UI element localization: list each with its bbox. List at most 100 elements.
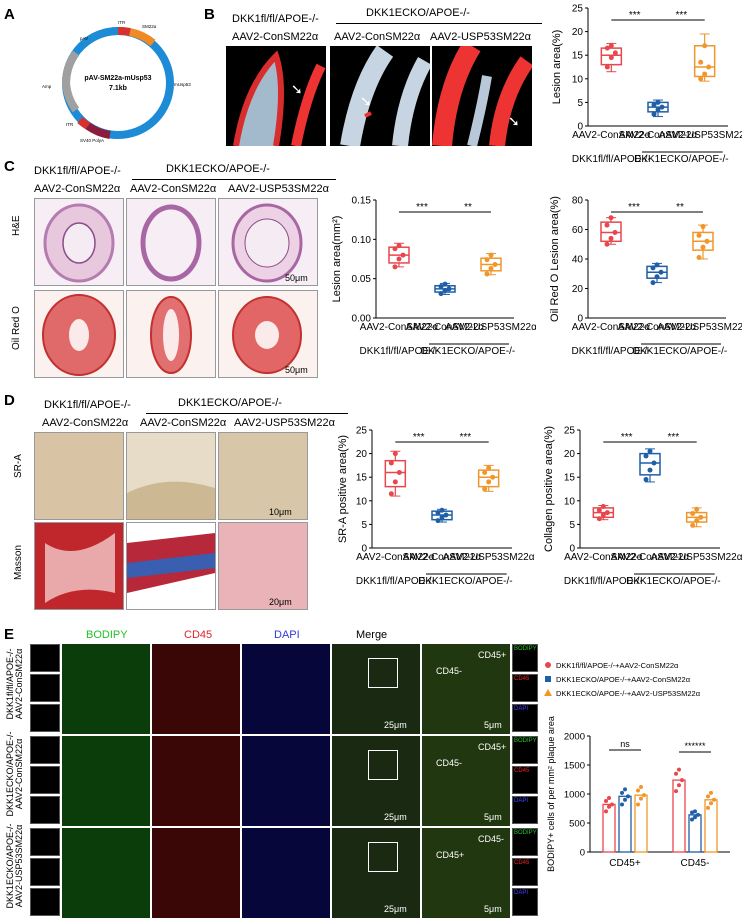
- legend-label: DKK1ECKO/APOE-/-+AAV2-ConSM22α: [556, 675, 691, 684]
- y-tick-label: 15: [564, 473, 576, 484]
- data-point: [484, 271, 490, 277]
- data-point: [651, 460, 657, 466]
- x-tick-label: AAV2-USP53SM22α: [443, 552, 535, 563]
- e-side-thumb-right: BODIPY: [512, 736, 538, 764]
- y-tick-label: 20: [356, 449, 368, 460]
- data-point: [636, 802, 640, 807]
- data-point: [438, 284, 444, 290]
- e-fluor-image: [242, 644, 330, 734]
- sig-label: ***: [629, 10, 641, 21]
- data-point: [612, 50, 618, 56]
- he-image-2: [126, 198, 216, 286]
- b-group2-line: [336, 23, 542, 24]
- chart-d-collagen: 0 5 10 15 20 25 Collagen positive area(%) AAV2-…: [543, 426, 742, 588]
- sig-label: ***: [675, 10, 687, 21]
- x-tick-label: AAV2-ConSM22α: [360, 322, 439, 333]
- c-row-he: H&E: [11, 215, 22, 236]
- data-point: [623, 797, 627, 802]
- y-tick-label: 20: [564, 449, 576, 460]
- sig-label: ***: [459, 432, 471, 443]
- data-point: [693, 809, 697, 814]
- data-point: [698, 59, 704, 65]
- y-tick-label: 1000: [564, 790, 585, 801]
- data-point: [388, 491, 394, 497]
- svg-text:➘: ➘: [291, 81, 303, 97]
- x-tick-label: AAV2-ConSM22α: [572, 322, 651, 333]
- x-tick-label: AAV2-ConSM22α: [564, 552, 643, 563]
- y-tick-label: 20: [572, 284, 584, 295]
- e-fluor-image: [62, 828, 150, 918]
- e-channel-merge: Merge: [356, 629, 388, 641]
- c-group1-line2: AAV2-ConSM22α: [34, 183, 121, 195]
- data-point: [435, 518, 441, 524]
- data-point: [490, 474, 496, 480]
- e-side-thumb-right: CD45: [512, 766, 538, 794]
- masson-image-1: [34, 522, 124, 610]
- data-point: [642, 793, 646, 798]
- e-side-thumb-left: [30, 644, 60, 672]
- group-label: DKK1ECKO/APOE-/-: [421, 346, 515, 357]
- bar: [704, 799, 718, 853]
- chart-d-sra: 0 5 10 15 20 25 SR-A positive area(%) AAV2-ConS…: [337, 426, 535, 588]
- data-point: [396, 243, 402, 249]
- e-zoom-image: CD45- CD45+ 5μm: [422, 644, 510, 734]
- y-tick-label: 1500: [564, 761, 585, 772]
- y-tick-label: 15: [572, 51, 584, 62]
- data-point: [712, 797, 716, 802]
- data-point: [608, 215, 614, 221]
- e-channel-bodipy: BODIPY: [86, 629, 128, 641]
- data-point: [392, 264, 398, 270]
- data-point: [482, 486, 488, 492]
- data-point: [596, 516, 602, 522]
- bar: [634, 794, 648, 853]
- x-tick-label: AAV2-ConSM22α: [618, 322, 697, 333]
- e-side-tag: BODIPY: [514, 646, 537, 652]
- e-zoom-tag: CD45-: [436, 666, 463, 676]
- c-row-oilredo: Oil Red O: [11, 306, 22, 350]
- e-row-label-1: DKK1fl/fl/APOE-/- AAV2-ConSM22α: [5, 648, 24, 720]
- e-zoom-tag: CD45+: [478, 742, 507, 752]
- y-axis-label: Collagen positive area(%): [543, 426, 555, 552]
- svg-text:➘: ➘: [360, 93, 372, 109]
- data-point: [693, 815, 697, 820]
- e-side-thumb-right: DAPI: [512, 704, 538, 732]
- chart-c-oilredo: 0 20 40 60 80 Oil Red O Lesion area(%) AAV2-Co…: [549, 196, 742, 358]
- e-side-tag: DAPI: [514, 706, 529, 712]
- data-point: [442, 281, 448, 287]
- y-tick-label: 20: [572, 27, 584, 38]
- panel-letter-b: B: [204, 6, 215, 23]
- d-sra-scale: 10μm: [269, 507, 292, 517]
- data-point: [658, 269, 664, 275]
- y-tick-label: 0: [580, 848, 585, 859]
- data-point: [392, 246, 398, 252]
- e-zoom-scale: 5μm: [484, 720, 502, 730]
- x-tick-label: AAV2-ConSM22α: [619, 130, 698, 141]
- data-point: [690, 810, 694, 815]
- data-point: [709, 790, 713, 795]
- data-point: [604, 64, 610, 70]
- y-tick-label: 0: [577, 122, 583, 133]
- e-channel-cd45: CD45: [184, 629, 213, 641]
- e-zoom-roi: [368, 842, 398, 872]
- e-fluor-image: 25μm: [332, 828, 420, 918]
- data-point: [696, 255, 702, 261]
- data-point: [650, 280, 656, 286]
- bar: [672, 779, 686, 853]
- c-he-scale: 50μm: [285, 273, 308, 283]
- d-group2-header: DKK1ECKO/APOE-/-: [178, 397, 282, 409]
- e-side-thumb-right: BODIPY: [512, 644, 538, 672]
- x-tick-label: AAV2-USP53SM22α: [657, 322, 742, 333]
- data-point: [608, 55, 614, 61]
- feature-pav: pAV: [80, 36, 88, 41]
- e-side-tag: DAPI: [514, 798, 529, 804]
- e-channel-dapi: DAPI: [274, 629, 300, 641]
- data-point: [604, 241, 610, 247]
- y-tick-label: 500: [569, 819, 585, 830]
- group-label: DKK1fl/fl/APOE-/-: [356, 576, 435, 587]
- y-tick-label: 0.15: [352, 196, 372, 207]
- plasmid-map: pAV-SM22a-mUsp53 7.1kb pAV ITR SM22a mUs…: [42, 20, 191, 143]
- data-point: [612, 229, 618, 235]
- data-point: [396, 256, 402, 262]
- y-tick-label: 15: [356, 473, 368, 484]
- x-tick-label: AAV2-ConSM22α: [572, 130, 651, 141]
